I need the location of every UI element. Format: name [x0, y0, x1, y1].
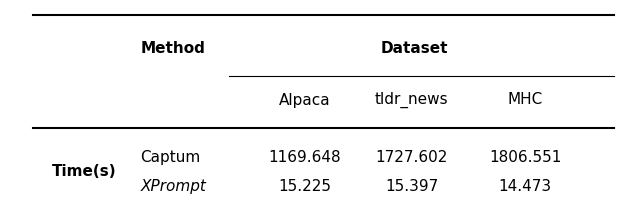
- Text: Dataset: Dataset: [381, 41, 449, 56]
- Text: XPrompt: XPrompt: [140, 179, 206, 194]
- Text: MHC: MHC: [508, 92, 543, 108]
- Text: 1806.551: 1806.551: [489, 150, 562, 165]
- Text: Method: Method: [140, 41, 205, 56]
- Text: Alpaca: Alpaca: [278, 92, 330, 108]
- Text: 15.397: 15.397: [385, 179, 438, 194]
- Text: 15.225: 15.225: [278, 179, 331, 194]
- Text: Captum: Captum: [140, 150, 200, 165]
- Text: 14.473: 14.473: [499, 179, 552, 194]
- Text: Time(s): Time(s): [52, 164, 117, 179]
- Text: 1727.602: 1727.602: [375, 150, 448, 165]
- Text: 1169.648: 1169.648: [268, 150, 340, 165]
- Text: tldr_news: tldr_news: [375, 92, 448, 108]
